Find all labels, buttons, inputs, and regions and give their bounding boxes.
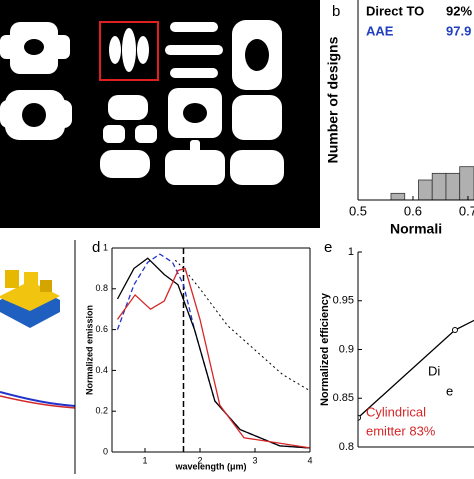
y-tick-label: 0.85 (333, 392, 354, 404)
y-tick-label: 1 (348, 246, 354, 258)
panel-label: d (92, 239, 100, 256)
histogram-bar (418, 180, 432, 200)
y-tick-label: 1 (103, 242, 108, 252)
annotation: Direct TO (366, 3, 424, 18)
x-tick-label: 3 (252, 455, 257, 465)
panel-label: b (332, 3, 340, 20)
histogram-bar (432, 173, 446, 200)
x-tick-label: 0.7 (459, 203, 474, 218)
x-tick-label: 4 (307, 455, 312, 465)
annotation: 92% (446, 3, 472, 18)
histogram-bar (391, 193, 405, 200)
annotation: e (446, 383, 453, 398)
y-tick-label: 0 (103, 446, 108, 456)
panel-c-image (0, 240, 75, 474)
histogram-bar (460, 167, 474, 200)
annotation: Di (428, 363, 440, 378)
x-axis-label: Normali (390, 221, 442, 237)
y-tick-label: 0.95 (333, 295, 354, 307)
annotation: Cylindrical (366, 404, 426, 419)
y-axis-label: Normalized emission (84, 305, 94, 395)
y-tick-label: 0.9 (339, 343, 354, 355)
annotation: emitter 83% (366, 423, 436, 438)
y-tick-label: 0.2 (95, 406, 108, 416)
data-point (453, 328, 458, 333)
x-tick-label: 0.5 (349, 203, 367, 218)
x-tick-label: 1 (142, 455, 147, 465)
y-tick-label: 0.8 (339, 441, 354, 453)
histogram-bar (446, 173, 460, 200)
y-axis-label: Normalized efficiency (319, 292, 331, 406)
annotation: AAE (366, 23, 394, 38)
panel-background (78, 235, 318, 474)
y-tick-label: 0.6 (95, 324, 108, 334)
y-tick-label: 0.4 (95, 365, 108, 375)
annotation: 97.9 (446, 23, 471, 38)
panel-label: e (324, 239, 332, 256)
panel-a-image (0, 0, 320, 228)
y-tick-label: 0.8 (95, 283, 108, 293)
x-axis-label: wavelength (μm) (174, 461, 246, 471)
y-axis-label: Number of designs (325, 36, 341, 163)
x-tick-label: 0.6 (404, 203, 422, 218)
